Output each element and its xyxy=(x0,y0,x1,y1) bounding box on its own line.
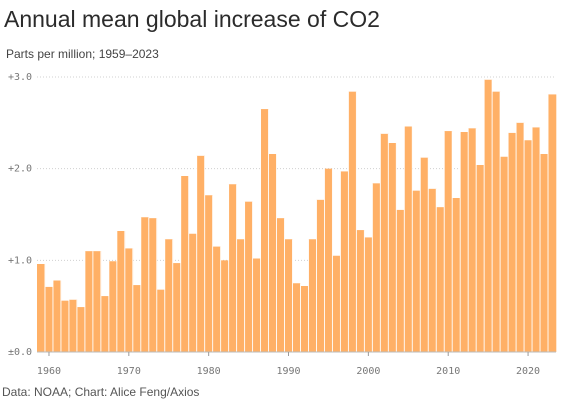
bar xyxy=(420,157,429,352)
x-tick-label: 1960 xyxy=(37,366,61,377)
x-tick-label: 1990 xyxy=(276,366,300,377)
bar xyxy=(244,201,253,352)
bar xyxy=(500,156,509,352)
bar xyxy=(204,195,213,352)
bar xyxy=(372,183,381,352)
bar xyxy=(172,263,182,352)
x-tick-label: 2010 xyxy=(436,366,460,377)
bar xyxy=(460,132,469,352)
bar xyxy=(436,207,445,352)
bar xyxy=(276,218,285,352)
bar xyxy=(348,91,357,353)
bar xyxy=(124,248,134,352)
chart-subtitle: Parts per million; 1959–2023 xyxy=(6,47,159,61)
bar xyxy=(252,258,261,352)
source-note: Data: NOAA; Chart: Alice Feng/Axios xyxy=(2,385,200,399)
bar xyxy=(84,251,94,352)
bar xyxy=(116,231,126,352)
bar xyxy=(140,217,150,352)
bar xyxy=(356,230,365,352)
bar xyxy=(52,280,62,352)
bar xyxy=(196,155,205,352)
bar xyxy=(452,198,461,352)
chart-title: Annual mean global increase of CO2 xyxy=(4,6,380,32)
bar xyxy=(188,233,197,352)
bar xyxy=(92,251,102,352)
bar xyxy=(60,300,70,352)
bar xyxy=(364,237,373,352)
bar xyxy=(292,283,301,352)
bar xyxy=(468,128,477,352)
bar xyxy=(220,260,229,352)
y-tick-label: +2.0 xyxy=(8,164,32,175)
bar xyxy=(156,289,166,352)
bar-chart: ±0.0 +1.0 +2.0 +3.0 1960 1970 1980 1990 2000 2010… xyxy=(8,72,557,377)
bar xyxy=(148,218,158,352)
bar xyxy=(44,286,54,352)
bar xyxy=(268,154,277,352)
bar xyxy=(212,246,221,352)
bar xyxy=(108,261,118,352)
bar xyxy=(388,143,397,352)
x-tick-label: 1980 xyxy=(197,366,221,377)
bar xyxy=(132,285,142,352)
bar xyxy=(100,296,110,352)
bar xyxy=(180,176,190,352)
bar xyxy=(484,79,493,352)
bar xyxy=(532,127,541,353)
bar xyxy=(308,239,317,352)
bar xyxy=(404,126,413,352)
bar xyxy=(332,255,341,352)
bar xyxy=(476,165,485,352)
bar xyxy=(508,132,517,352)
bar xyxy=(340,171,349,352)
bar xyxy=(524,140,533,352)
y-tick-label: ±0.0 xyxy=(8,347,32,358)
bar xyxy=(236,239,245,352)
bar xyxy=(548,94,557,353)
bar xyxy=(76,307,86,352)
bar xyxy=(228,184,237,352)
bar xyxy=(380,133,389,352)
bar xyxy=(284,239,293,352)
bar xyxy=(516,122,525,352)
y-tick-label: +1.0 xyxy=(8,255,32,266)
y-tick-label: +3.0 xyxy=(8,72,32,83)
bar xyxy=(492,91,501,353)
x-tick-label: 1970 xyxy=(117,366,141,377)
bar xyxy=(164,239,174,352)
bar xyxy=(37,264,46,352)
bar xyxy=(396,209,405,352)
bar xyxy=(68,299,78,352)
bar xyxy=(428,188,437,352)
bar xyxy=(316,199,325,352)
x-tick-label: 2000 xyxy=(356,366,380,377)
bar xyxy=(324,168,333,352)
bar xyxy=(300,286,309,352)
bar xyxy=(444,131,453,352)
bar xyxy=(260,109,269,352)
bar xyxy=(540,154,549,352)
bar xyxy=(412,190,421,352)
x-tick-label: 2020 xyxy=(516,366,540,377)
